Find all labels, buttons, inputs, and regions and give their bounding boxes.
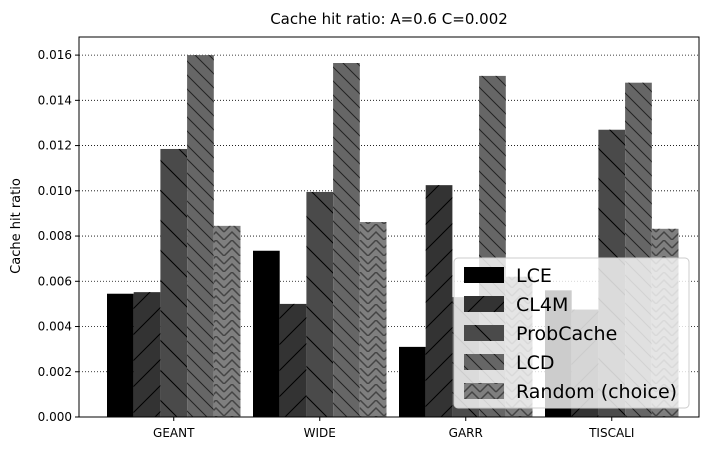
bar-hatch: [279, 303, 307, 417]
x-tick-label: GARR: [449, 426, 483, 440]
x-tick-label: GEANT: [153, 426, 195, 440]
plot-frame: [78, 36, 700, 418]
y-tick-label: 0.006: [38, 274, 72, 288]
y-tick-label: 0.014: [38, 93, 72, 107]
x-tick-label: TISCALI: [588, 426, 634, 440]
legend-swatch-hatch: [464, 325, 504, 341]
legend-label: ProbCache: [516, 323, 617, 345]
legend-swatch: [464, 267, 504, 283]
y-tick-label: 0.000: [38, 410, 72, 424]
y-tick-label: 0.002: [38, 365, 72, 379]
y-axis-label: Cache hit ratio: [9, 178, 24, 274]
y-tick-label: 0.004: [38, 320, 72, 334]
legend-label: LCE: [516, 265, 552, 287]
bar: [107, 293, 134, 417]
legend-swatch-hatch: [464, 383, 504, 399]
legend-label: CL4M: [516, 294, 568, 316]
axes: 0.000 0.002 0.004 0.006 0.008 0.010 0.012 0.014…: [38, 36, 700, 440]
legend-label: Random (choice): [516, 381, 677, 403]
bar: [399, 346, 426, 417]
bar-hatch: [425, 185, 453, 417]
y-tick-label: 0.012: [38, 139, 72, 153]
bar: [253, 250, 280, 417]
legend-swatch-hatch: [464, 354, 504, 370]
legend-box: [453, 257, 690, 409]
y-tick-label: 0.008: [38, 229, 72, 243]
x-tick-label: WIDE: [304, 426, 336, 440]
legend: LCE CL4M ProbCache LCD Random (choice): [453, 257, 690, 409]
bar-hatch: [133, 292, 161, 417]
y-tick-label: 0.016: [38, 48, 72, 62]
bar-hatch: [213, 225, 241, 417]
legend-swatch-hatch: [464, 296, 504, 312]
y-tick-label: 0.010: [38, 184, 72, 198]
legend-label: LCD: [516, 352, 554, 374]
bar-hatch: [359, 222, 387, 417]
bar-hatch: [333, 63, 360, 418]
bar-hatch: [187, 55, 214, 417]
bar-hatch: [160, 148, 188, 417]
chart-title: Cache hit ratio: A=0.6 C=0.002: [270, 10, 508, 28]
bar-hatch: [306, 191, 334, 417]
